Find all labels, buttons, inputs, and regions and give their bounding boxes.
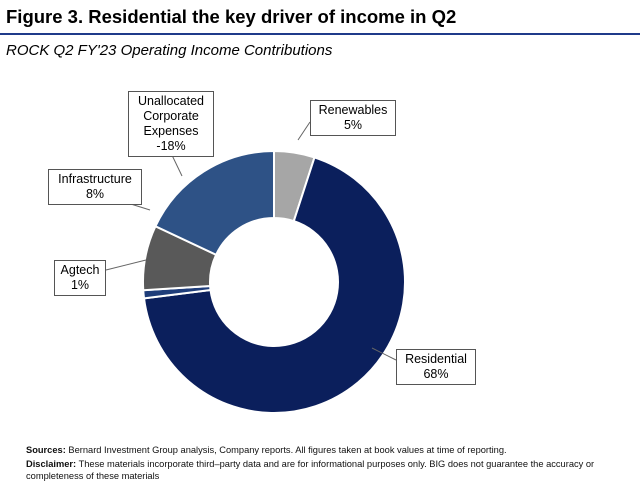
callout-unallocated-line3: Expenses bbox=[143, 124, 199, 138]
callout-agtech: Agtech 1% bbox=[54, 260, 106, 296]
slice-residential bbox=[142, 156, 406, 414]
donut-slices bbox=[142, 149, 406, 414]
footer-disclaimer: Disclaimer: These materials incorporate … bbox=[26, 458, 626, 482]
callout-infrastructure-value: 8% bbox=[85, 187, 105, 201]
slice-unallocated-corporate-expenses bbox=[154, 149, 275, 257]
figure-title: Figure 3. Residential the key driver of … bbox=[6, 6, 457, 27]
sources-label: Sources: bbox=[26, 445, 66, 455]
callout-renewables-name: Renewables bbox=[318, 103, 388, 117]
donut-chart bbox=[105, 121, 406, 414]
callout-residential-value: 68% bbox=[423, 367, 449, 381]
callout-infrastructure: Infrastructure 8% bbox=[48, 169, 142, 205]
leader-agtech bbox=[105, 259, 147, 271]
sources-text: Bernard Investment Group analysis, Compa… bbox=[68, 445, 507, 455]
callout-unallocated: Unallocated Corporate Expenses -18% bbox=[128, 91, 214, 157]
callout-unallocated-line2: Corporate bbox=[143, 109, 199, 123]
callout-agtech-value: 1% bbox=[70, 278, 90, 292]
callout-infrastructure-name: Infrastructure bbox=[58, 172, 132, 186]
callout-renewables: Renewables 5% bbox=[310, 100, 396, 136]
leader-renewables bbox=[297, 121, 311, 141]
callout-renewables-value: 5% bbox=[343, 118, 363, 132]
footer-sources: Sources: Bernard Investment Group analys… bbox=[26, 444, 626, 456]
title-divider bbox=[0, 33, 640, 35]
leader-residential bbox=[371, 347, 397, 361]
callout-agtech-name: Agtech bbox=[60, 263, 100, 277]
disclaimer-label: Disclaimer: bbox=[26, 459, 77, 469]
callout-residential-name: Residential bbox=[405, 352, 467, 366]
callout-residential: Residential 68% bbox=[396, 349, 476, 385]
callout-unallocated-line1: Unallocated bbox=[137, 94, 204, 108]
disclaimer-text: These materials incorporate third–party … bbox=[26, 459, 595, 481]
callout-unallocated-value: -18% bbox=[156, 139, 186, 153]
figure-subtitle: ROCK Q2 FY'23 Operating Income Contribut… bbox=[6, 42, 333, 59]
